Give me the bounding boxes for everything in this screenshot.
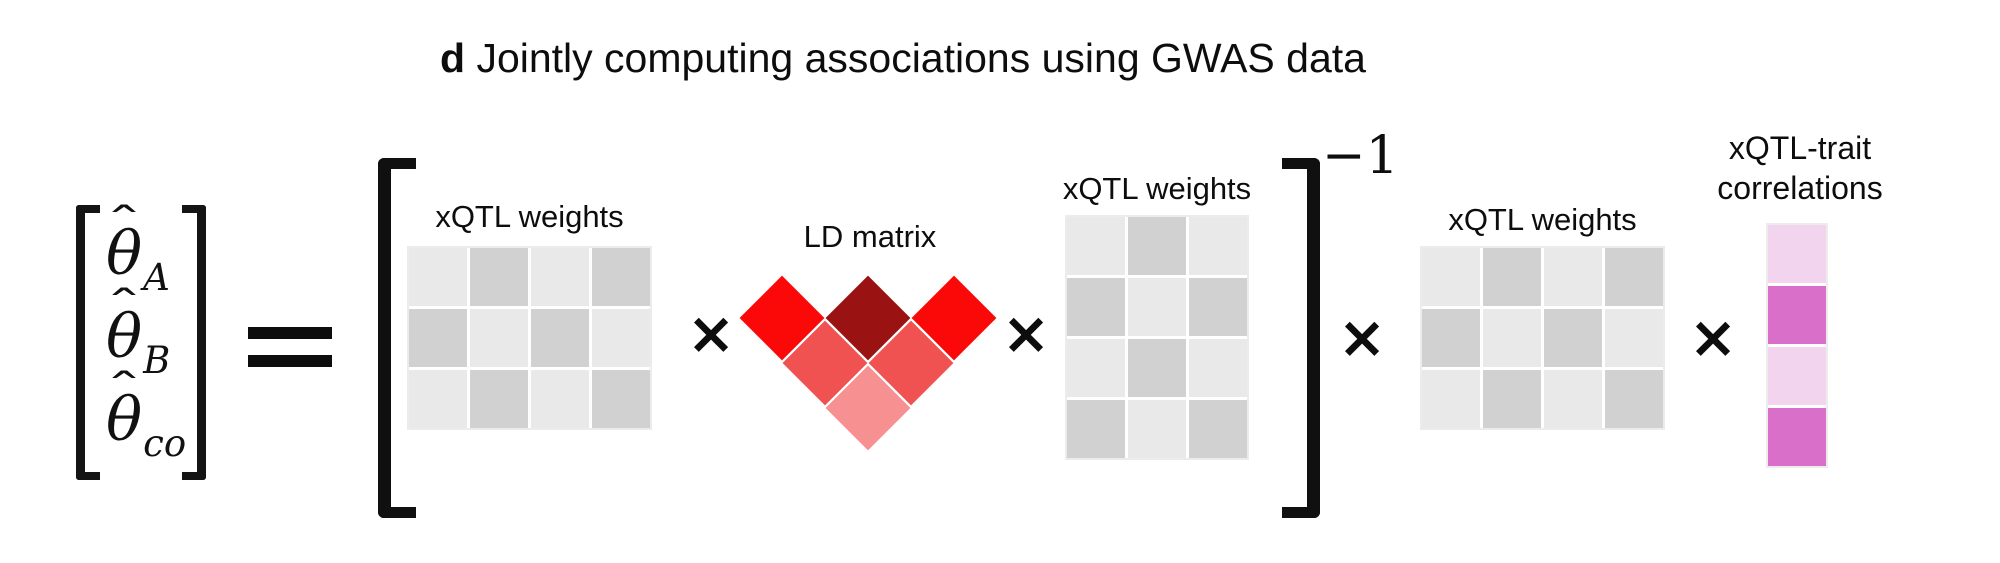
- matrix-cell: [1544, 370, 1602, 428]
- matrix-cell: [531, 309, 589, 367]
- vector-right-bracket: [182, 205, 206, 480]
- theta-estimate-vector: ˆ θA ˆ θB ˆ θco: [76, 201, 206, 480]
- matrix-cell: [1605, 309, 1663, 367]
- xqtl-weights-matrix-2: [1065, 215, 1249, 460]
- inverse-exponent: −1: [1322, 126, 1399, 186]
- matrix-cell: [592, 248, 650, 306]
- matrix-cell: [1768, 408, 1826, 466]
- panel-title: d Jointly computing associations using G…: [440, 34, 1366, 82]
- matrix-cell: [1605, 370, 1663, 428]
- xqtl-trait-correlations-label: xQTL-trait correlations: [1690, 128, 1910, 208]
- matrix-cell: [1422, 248, 1480, 306]
- xqtl-weights-matrix-1: [407, 246, 652, 430]
- xqtl-trait-correlations-vector: [1766, 223, 1828, 468]
- matrix-cell: [1768, 286, 1826, 344]
- multiply-sign-1: ×: [686, 299, 736, 367]
- matrix-cell: [1768, 225, 1826, 283]
- matrix-cell: [1128, 400, 1186, 458]
- matrix-cell: [1768, 347, 1826, 405]
- matrix-cell: [1128, 339, 1186, 397]
- hat-accent: ˆ: [105, 201, 143, 247]
- matrix-cell: [409, 370, 467, 428]
- matrix-cell: [1544, 248, 1602, 306]
- matrix-cell: [1189, 339, 1247, 397]
- big-left-bracket: [378, 158, 416, 518]
- xqtl-weights-matrix-3: [1420, 246, 1665, 430]
- theta-symbol: θ: [106, 302, 143, 372]
- multiply-sign-2: ×: [1001, 299, 1051, 367]
- equals-bar-bottom: [248, 355, 332, 367]
- vector-left-bracket: [76, 205, 100, 480]
- theta-subscript: A: [143, 256, 170, 299]
- theta-entry-A: ˆ θA: [105, 201, 170, 303]
- matrix-cell: [1189, 217, 1247, 275]
- matrix-cell: [1067, 278, 1125, 336]
- matrix-cell: [1422, 370, 1480, 428]
- matrix-cell: [531, 370, 589, 428]
- matrix-cell: [1189, 400, 1247, 458]
- matrix-cell: [1544, 309, 1602, 367]
- hat-accent: ˆ: [105, 284, 143, 330]
- ld-matrix-heatmap: [735, 270, 1000, 462]
- equals-sign: [248, 327, 332, 367]
- matrix-cell: [470, 309, 528, 367]
- matrix-cell: [1189, 278, 1247, 336]
- matrix-cell: [409, 248, 467, 306]
- theta-subscript: co: [143, 422, 187, 465]
- matrix-cell: [1128, 217, 1186, 275]
- theta-entry-co: ˆ θco: [105, 367, 187, 469]
- ld-matrix-label: LD matrix: [803, 219, 937, 254]
- matrix-cell: [1067, 400, 1125, 458]
- multiply-sign-3: ×: [1337, 303, 1387, 371]
- theta-symbol: θ: [106, 385, 143, 455]
- matrix-cell: [409, 309, 467, 367]
- matrix-cell: [470, 370, 528, 428]
- matrix-cell: [1483, 248, 1541, 306]
- matrix-cell: [531, 248, 589, 306]
- matrix-cell: [1605, 248, 1663, 306]
- theta-entry-B: ˆ θB: [105, 284, 171, 386]
- xqtl-trait-correlations-label-line1: xQTL-trait: [1728, 130, 1872, 166]
- hat-accent: ˆ: [105, 367, 143, 413]
- xqtl-weights-label-1: xQTL weights: [435, 199, 624, 234]
- matrix-cell: [1128, 278, 1186, 336]
- matrix-cell: [1067, 339, 1125, 397]
- big-right-bracket: [1282, 158, 1320, 518]
- matrix-cell: [1483, 370, 1541, 428]
- matrix-cell: [1483, 309, 1541, 367]
- matrix-cell: [592, 309, 650, 367]
- multiply-sign-4: ×: [1688, 303, 1738, 371]
- xqtl-weights-label-3: xQTL weights: [1448, 202, 1637, 237]
- matrix-cell: [1067, 217, 1125, 275]
- panel-title-text: Jointly computing associations using GWA…: [465, 35, 1366, 81]
- matrix-cell: [1422, 309, 1480, 367]
- xqtl-weights-label-2: xQTL weights: [1062, 171, 1252, 206]
- xqtl-trait-correlations-label-line2: correlations: [1717, 170, 1883, 206]
- theta-symbol: θ: [106, 219, 143, 289]
- matrix-cell: [592, 370, 650, 428]
- equals-bar-top: [248, 327, 332, 339]
- matrix-cell: [470, 248, 528, 306]
- panel-letter: d: [440, 35, 466, 81]
- theta-subscript: B: [143, 339, 171, 382]
